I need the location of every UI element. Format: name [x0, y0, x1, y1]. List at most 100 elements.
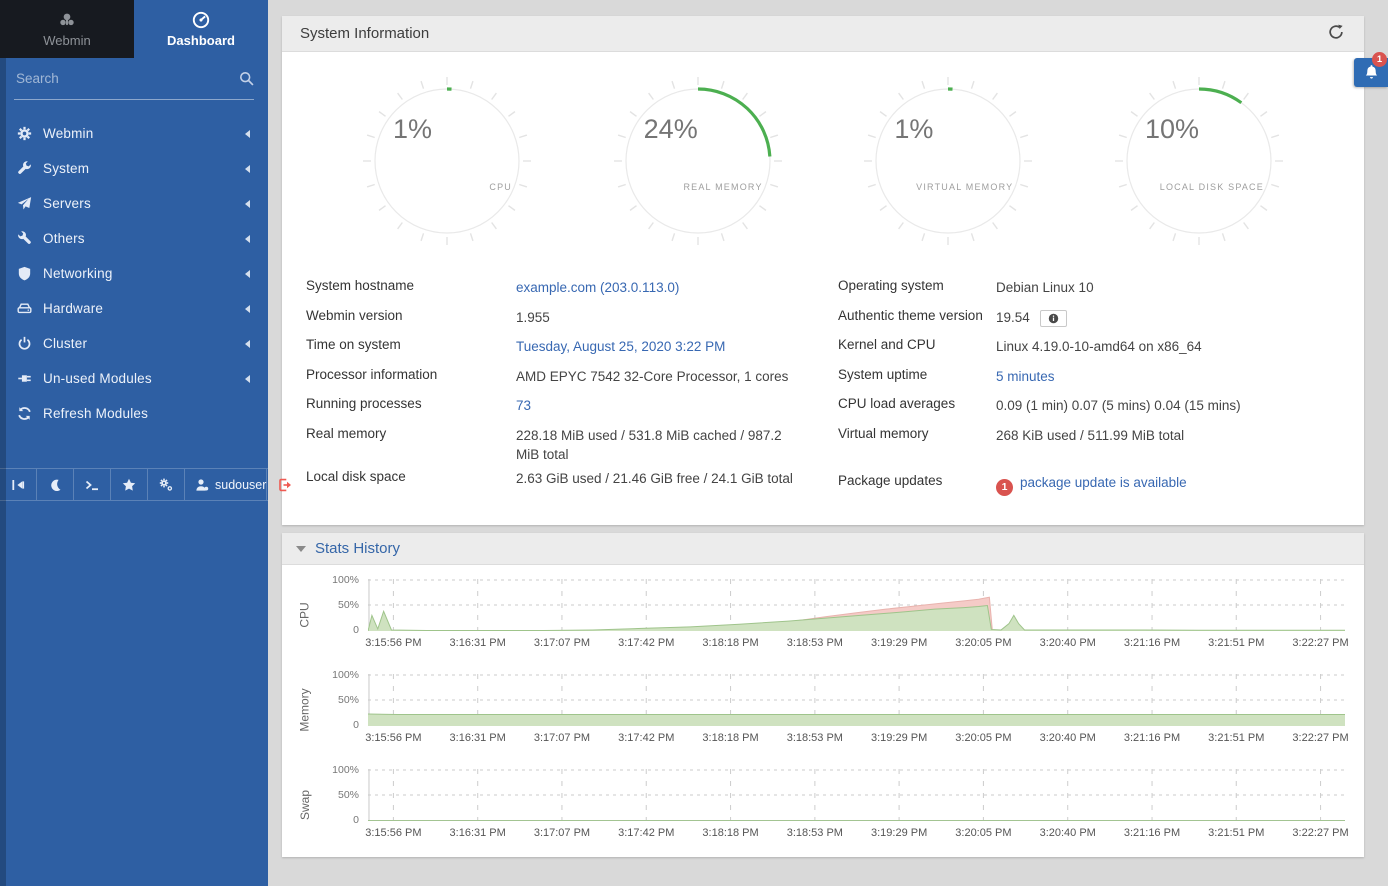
- system-information-header: System Information: [282, 16, 1364, 52]
- sidebar-item-label: Hardware: [43, 301, 104, 316]
- x-tick-label: 3:22:27 PM: [1292, 826, 1349, 839]
- chevron-left-icon: [245, 129, 250, 138]
- chart-x-axis: 3:15:56 PM 3:16:31 PM 3:17:07 PM 3:17:42 PM…: [365, 631, 1349, 651]
- x-tick-label: 3:21:16 PM: [1123, 636, 1181, 649]
- sidebar-item-webmin[interactable]: Webmin: [0, 116, 268, 151]
- username-label: sudouser: [215, 477, 267, 492]
- terminal-button[interactable]: [74, 469, 111, 500]
- logout-button[interactable]: [267, 469, 303, 500]
- x-tick-label: 3:19:29 PM: [870, 636, 928, 649]
- power-icon: [17, 336, 32, 351]
- x-tick-label: 3:22:27 PM: [1292, 636, 1349, 649]
- theme-settings-button[interactable]: [148, 469, 185, 500]
- info-value: 19.54: [996, 308, 1340, 328]
- tab-dashboard[interactable]: Dashboard: [134, 0, 268, 58]
- info-row-operating-system: Operating system Debian Linux 10: [838, 274, 1340, 304]
- info-label: Local disk space: [306, 468, 406, 484]
- x-tick-label: 3:21:51 PM: [1208, 731, 1265, 744]
- x-tick-label: 3:21:51 PM: [1208, 636, 1265, 649]
- x-tick-label: 3:20:05 PM: [955, 636, 1012, 649]
- info-row-system-hostname: System hostname example.com (203.0.113.0): [306, 274, 808, 304]
- sidebar-item-networking[interactable]: Networking: [0, 256, 268, 291]
- x-tick-label: 3:17:42 PM: [618, 636, 675, 649]
- sidebar-item-hardware[interactable]: Hardware: [0, 291, 268, 326]
- sidebar-item-label: Refresh Modules: [43, 406, 149, 421]
- favorites-button[interactable]: [111, 469, 148, 500]
- wrench-icon: [17, 161, 32, 176]
- collapse-caret-icon: [296, 546, 306, 552]
- info-label: Package updates: [838, 473, 943, 488]
- sidebar-item-others[interactable]: Others: [0, 221, 268, 256]
- search-input[interactable]: [14, 71, 239, 86]
- info-row-real-memory: Real memory 228.18 MiB used / 531.8 MiB c…: [306, 422, 808, 465]
- x-tick-label: 3:16:31 PM: [449, 731, 506, 744]
- sidebar-item-refresh-modules[interactable]: Refresh Modules: [0, 396, 268, 431]
- x-tick-label: 3:19:29 PM: [870, 826, 928, 839]
- info-value[interactable]: Tuesday, August 25, 2020 3:22 PM: [516, 339, 726, 354]
- sidebar-footer: sudouser: [0, 468, 292, 501]
- sidebar-item-un-used-modules[interactable]: Un-used Modules: [0, 361, 268, 396]
- chart-y-axis: 100% 50% 0: [332, 573, 359, 636]
- user-button[interactable]: sudouser: [185, 469, 268, 500]
- gauge-real-memory: 24% REAL MEMORY: [611, 74, 785, 248]
- info-value[interactable]: 1 package update is available: [996, 473, 1340, 497]
- info-value[interactable]: 73: [516, 398, 532, 413]
- dashboard-gauge-icon: [192, 11, 210, 29]
- chevron-left-icon: [245, 199, 250, 208]
- chart-y-axis: 100% 50% 0: [332, 668, 359, 731]
- theme-info-button[interactable]: [1039, 309, 1067, 327]
- chart-plot-area: [368, 769, 1345, 821]
- info-label: Processor information: [306, 366, 438, 382]
- x-tick-label: 3:18:53 PM: [786, 731, 843, 744]
- sidebar-item-cluster[interactable]: Cluster: [0, 326, 268, 361]
- info-value[interactable]: 5 minutes: [996, 368, 1055, 384]
- x-tick-label: 3:15:56 PM: [365, 636, 422, 649]
- info-value[interactable]: example.com (203.0.113.0): [516, 280, 680, 295]
- info-value: 1.955: [516, 309, 550, 325]
- tools-icon: [17, 231, 32, 246]
- gauges-row: 1% CPU 24% REAL MEMORY 1% VIRTUAL MEMORY 10% LO…: [282, 52, 1364, 248]
- gauge-cpu: 1% CPU: [360, 74, 534, 248]
- tab-webmin[interactable]: Webmin: [0, 0, 134, 58]
- notifications-button[interactable]: 1: [1354, 52, 1388, 87]
- sidebar-scrollbar[interactable]: [0, 58, 6, 886]
- x-tick-label: 3:16:31 PM: [449, 636, 506, 649]
- collapse-icon: [11, 478, 25, 492]
- night-mode-button[interactable]: [37, 469, 74, 500]
- sidebar-item-label: System: [43, 161, 90, 176]
- chevron-left-icon: [245, 164, 250, 173]
- chevron-left-icon: [245, 374, 250, 383]
- info-label: Virtual memory: [838, 425, 929, 441]
- chart-x-axis: 3:15:56 PM 3:16:31 PM 3:17:07 PM 3:17:42 PM…: [365, 726, 1349, 746]
- moon-icon: [48, 478, 62, 492]
- chart-swap: Swap 100% 50% 0 3:15:56 PM 3:16:31 PM 3:17:07 …: [292, 764, 1349, 841]
- sidebar-item-servers[interactable]: Servers: [0, 186, 268, 221]
- gauge-value: 1%: [393, 114, 433, 144]
- info-column-right: Operating system Debian Linux 10 Authentic…: [838, 274, 1340, 499]
- refresh-icon: [1328, 24, 1344, 43]
- info-label: System uptime: [838, 366, 928, 382]
- info-row-authentic-theme-version: Authentic theme version 19.54: [838, 304, 1340, 334]
- gauge-local-disk-space: 10% LOCAL DISK SPACE: [1112, 74, 1286, 248]
- gear-icon: [17, 126, 32, 141]
- chevron-left-icon: [245, 269, 250, 278]
- x-tick-label: 3:21:51 PM: [1208, 826, 1265, 839]
- chart-x-axis: 3:15:56 PM 3:16:31 PM 3:17:07 PM 3:17:42 PM…: [365, 821, 1349, 841]
- gauge-virtual-memory: 1% VIRTUAL MEMORY: [861, 74, 1035, 248]
- x-tick-label: 3:17:42 PM: [618, 826, 675, 839]
- system-info-table: System hostname example.com (203.0.113.0)…: [282, 248, 1364, 525]
- info-label: Operating system: [838, 278, 944, 293]
- sidebar-item-system[interactable]: System: [0, 151, 268, 186]
- sidebar-search: [14, 58, 254, 100]
- x-tick-label: 3:22:27 PM: [1292, 731, 1349, 744]
- chart-plot-area: [368, 674, 1345, 726]
- refresh-button[interactable]: [1326, 24, 1346, 44]
- notification-badge: 1: [1372, 52, 1387, 67]
- info-label: Running processes: [306, 396, 422, 411]
- info-label: Webmin version: [306, 307, 403, 323]
- stats-history-header[interactable]: Stats History: [282, 532, 1364, 565]
- gauge-label: LOCAL DISK SPACE: [1159, 182, 1264, 192]
- collapse-sidebar-button[interactable]: [0, 469, 37, 500]
- info-row-package-updates: Package updates 1 package update is availa…: [838, 469, 1340, 499]
- info-value: 228.18 MiB used / 531.8 MiB cached / 987…: [516, 427, 782, 463]
